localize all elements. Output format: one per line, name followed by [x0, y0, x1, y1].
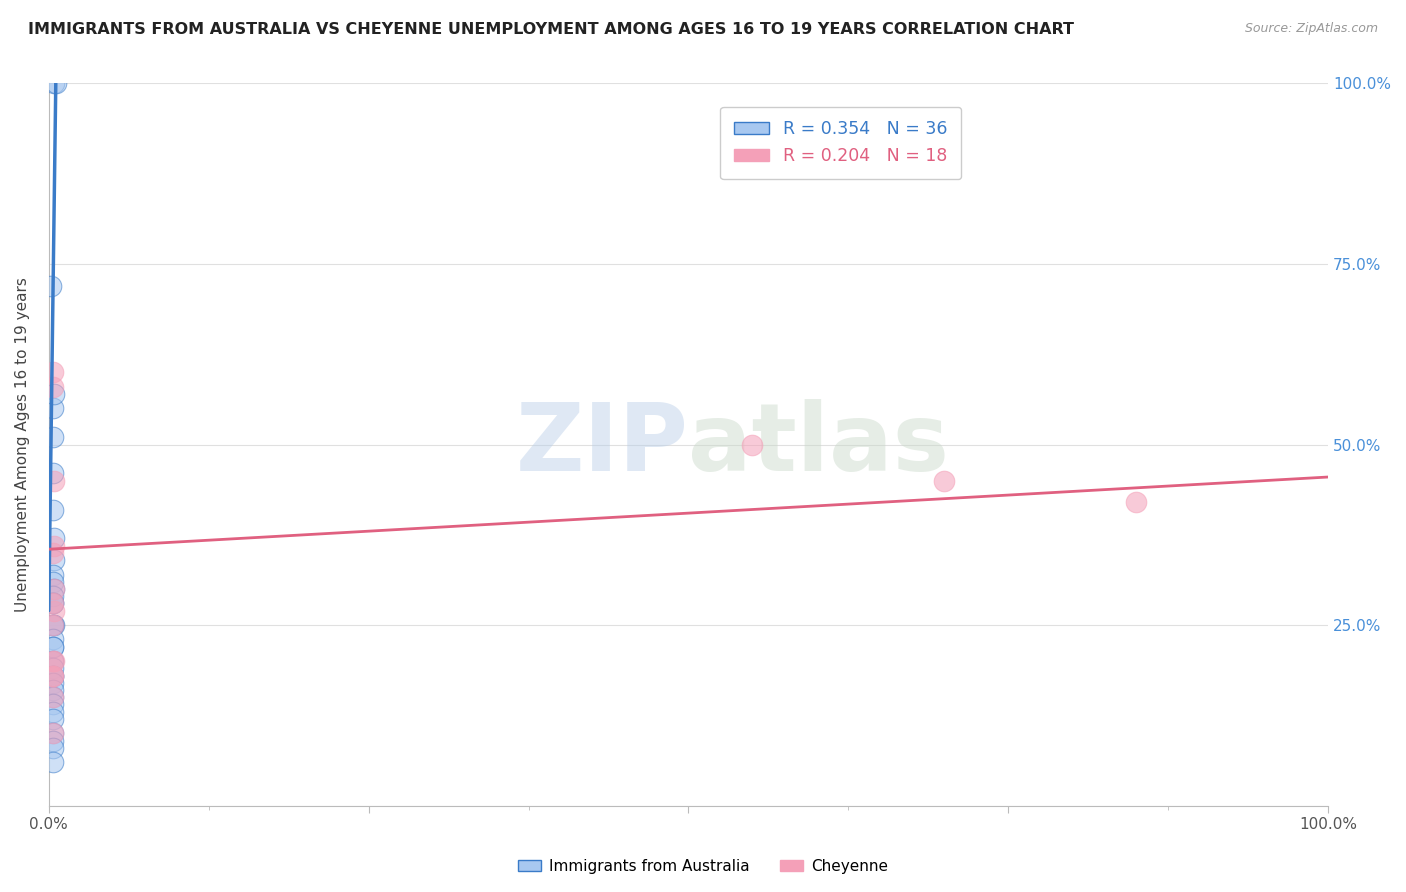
Point: [42, 77, 65, 91]
Point: [41, 676, 63, 690]
Point: [41, 668, 63, 682]
Point: [41, 668, 63, 682]
Point: [41, 683, 63, 698]
Point: [42, 532, 65, 546]
Point: [41, 668, 63, 682]
Point: [42, 618, 65, 632]
Point: [1125, 495, 1147, 509]
Point: [41, 618, 63, 632]
Point: [41, 661, 63, 675]
Point: [42, 539, 65, 553]
Point: [41, 654, 63, 668]
Point: [41, 401, 63, 416]
Point: [41, 726, 63, 740]
Point: [42, 582, 65, 596]
Point: [41, 502, 63, 516]
Legend: Immigrants from Australia, Cheyenne: Immigrants from Australia, Cheyenne: [512, 853, 894, 880]
Point: [41, 756, 63, 770]
Point: [41, 596, 63, 610]
Point: [42, 604, 65, 618]
Point: [42, 474, 65, 488]
Point: [41, 640, 63, 654]
Point: [41, 705, 63, 719]
Point: [41, 668, 63, 682]
Point: [41, 467, 63, 481]
Point: [41, 632, 63, 647]
Point: [41, 546, 63, 560]
Point: [41, 740, 63, 755]
Point: [41, 654, 63, 668]
Point: [42, 582, 65, 596]
Point: [41, 589, 63, 603]
Text: IMMIGRANTS FROM AUSTRALIA VS CHEYENNE UNEMPLOYMENT AMONG AGES 16 TO 19 YEARS COR: IMMIGRANTS FROM AUSTRALIA VS CHEYENNE UN…: [28, 22, 1074, 37]
Point: [41, 726, 63, 740]
Point: [45, 77, 67, 91]
Point: [41, 618, 63, 632]
Text: atlas: atlas: [689, 399, 949, 491]
Point: [41, 712, 63, 726]
Point: [42, 387, 65, 401]
Point: [41, 640, 63, 654]
Point: [41, 690, 63, 705]
Y-axis label: Unemployment Among Ages 16 to 19 years: Unemployment Among Ages 16 to 19 years: [15, 277, 30, 612]
Point: [41, 690, 63, 705]
Point: [41, 567, 63, 582]
Point: [41, 596, 63, 610]
Point: [41, 380, 63, 394]
Point: [41, 574, 63, 589]
Point: [41, 430, 63, 444]
Point: [41, 596, 63, 610]
Point: [41, 698, 63, 712]
Point: [41, 733, 63, 747]
Point: [41, 365, 63, 379]
Legend: R = 0.354   N = 36, R = 0.204   N = 18: R = 0.354 N = 36, R = 0.204 N = 18: [720, 106, 962, 179]
Point: [42, 553, 65, 567]
Point: [42, 654, 65, 668]
Text: ZIP: ZIP: [516, 399, 689, 491]
Point: [39, 278, 62, 293]
Text: Source: ZipAtlas.com: Source: ZipAtlas.com: [1244, 22, 1378, 36]
Point: [41, 618, 63, 632]
Point: [741, 437, 763, 451]
Point: [934, 474, 956, 488]
